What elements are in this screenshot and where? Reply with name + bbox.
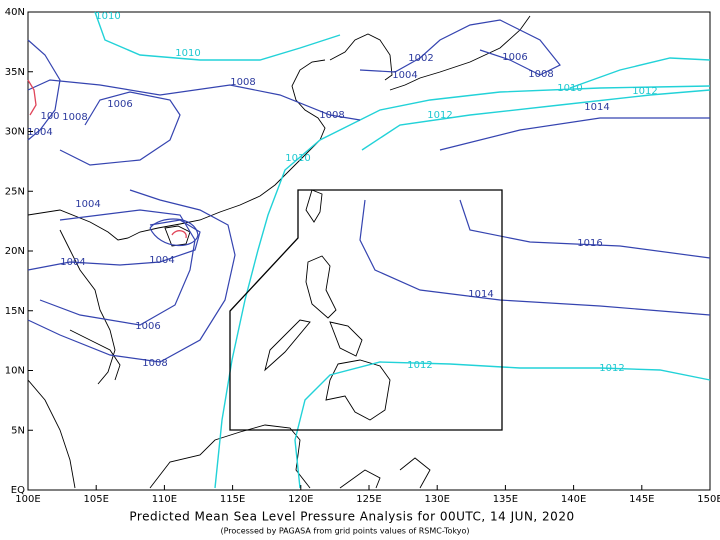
y-tick-label: 25N [5,186,25,197]
isobar-label: 1014 [584,102,609,113]
isobar-label: 100 [40,111,59,122]
isobar-label: 1010 [95,11,120,22]
y-tick-label: 30N [5,127,25,138]
isobar-label: 1008 [528,69,553,80]
isobar-label: 1010 [175,48,200,59]
x-tick-label: 115E [220,494,245,505]
map-frame [27,11,711,491]
responsibility-area [229,189,503,431]
y-tick-label: 20N [5,246,25,257]
isobar-label: 1004 [27,127,52,138]
isobar-label: 1012 [632,86,657,97]
isobar-label: 1006 [502,52,527,63]
x-tick-label: 145E [629,494,654,505]
map-title: Predicted Mean Sea Level Pressure Analys… [129,510,574,524]
isobar-label: 1010 [557,83,582,94]
y-tick-label: 10N [5,366,25,377]
x-tick-label: 125E [356,494,381,505]
isobar-label: 1004 [392,70,417,81]
x-tick-label: 140E [561,494,586,505]
isobar-label: 1006 [107,99,132,110]
isobar-label: 1014 [468,289,493,300]
x-tick-label: 150E [697,494,720,505]
isobar-label: 1012 [407,360,432,371]
x-tick-label: 110E [152,494,177,505]
isobar-label: 1006 [135,321,160,332]
isobar-label: 1008 [142,358,167,369]
isobar-label: 1004 [149,255,174,266]
isobar-label: 1008 [319,110,344,121]
y-tick-label: 5N [11,425,25,436]
isobar-label: 1016 [577,238,602,249]
isobar-labels: 1010 1010 1010 1010 1008 1008 1008 1008 … [27,11,657,374]
isobar-label: 1012 [427,110,452,121]
isobars [27,11,711,489]
x-tick-label: 120E [288,494,313,505]
x-tick-label: 105E [83,494,108,505]
y-tick-label: 35N [5,67,25,78]
isobar-label: 1004 [75,199,100,210]
map-subtitle: (Processed by PAGASA from grid points va… [220,527,469,536]
isobar-label: 1010 [285,153,310,164]
isobar-label: 1002 [408,53,433,64]
isobar-label: 1004 [60,257,85,268]
y-tick-label: 40N [5,7,25,18]
isobar-label: 1008 [230,77,255,88]
y-tick-label: 15N [5,306,25,317]
x-tick-label: 100E [15,494,40,505]
isobar-label: 1012 [599,363,624,374]
y-tick-label: EQ [11,485,25,496]
x-tick-label: 135E [493,494,518,505]
x-tick-label: 130E [424,494,449,505]
isobar-label: 1008 [62,112,87,123]
